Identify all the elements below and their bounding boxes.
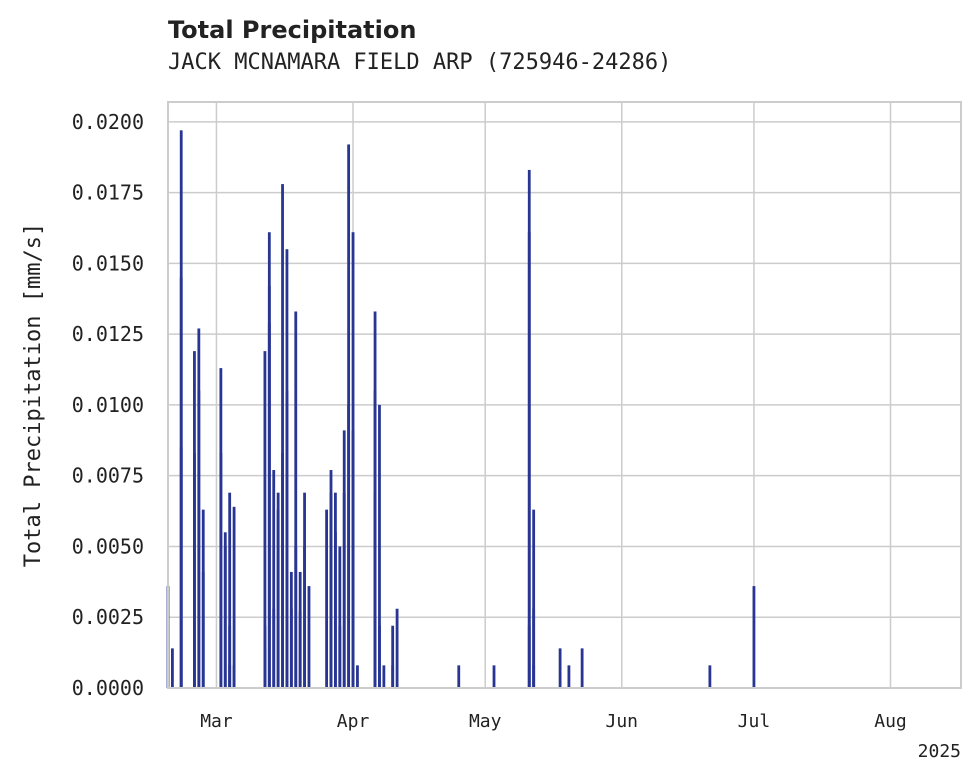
precip-bar — [391, 625, 395, 688]
precip-bar — [378, 625, 381, 688]
precip-bar — [193, 351, 196, 688]
precip-bar — [752, 586, 756, 688]
x-tick-label: Aug — [874, 711, 907, 732]
chart-title: Total Precipitation — [168, 16, 417, 44]
precip-bar — [307, 586, 311, 688]
y-tick-label: 0.0200 — [72, 110, 144, 134]
precip-bar — [298, 611, 302, 688]
precip-bar — [329, 470, 333, 688]
y-tick-label: 0.0075 — [72, 464, 144, 488]
precip-bar — [228, 665, 232, 688]
precip-bar — [373, 311, 377, 688]
precip-bar — [334, 492, 337, 688]
precip-bar — [303, 546, 306, 688]
x-tick-label: Jun — [606, 711, 639, 732]
y-axis-label: Total Precipitation [mm/s] — [21, 223, 46, 567]
precip-bar — [197, 328, 201, 688]
precip-bar — [708, 665, 712, 688]
precip-bar — [457, 665, 461, 688]
year-label: 2025 — [918, 741, 961, 762]
precip-bar — [378, 404, 381, 688]
precip-bar — [272, 470, 276, 688]
precip-bar — [351, 430, 355, 688]
precip-bar — [492, 665, 496, 688]
precip-bar — [272, 608, 276, 688]
precip-bar — [527, 169, 531, 689]
precip-bar — [171, 648, 174, 688]
precip-bar — [325, 509, 328, 688]
precip-bar — [276, 509, 280, 688]
y-tick-label: 0.0125 — [72, 322, 144, 346]
precip-bar — [228, 625, 232, 688]
precip-bar — [294, 311, 298, 688]
precip-bar — [532, 608, 536, 688]
y-tick-label: 0.0025 — [72, 605, 144, 629]
axis-ticks: 0.0000 0.0025 0.0050 0.0075 0.0100 0.0125 0.01… — [72, 110, 907, 732]
precip-bar — [219, 453, 223, 688]
plot-frame — [167, 101, 962, 689]
precip-bar — [532, 665, 536, 688]
precip-bar — [223, 532, 227, 688]
precip-bar — [267, 322, 271, 688]
precip-bar — [294, 546, 298, 688]
y-tick-label: 0.0175 — [72, 181, 144, 205]
bar-series — [166, 130, 756, 689]
precip-bar — [263, 351, 267, 688]
precip-bar — [289, 608, 293, 688]
precip-bar — [347, 144, 351, 689]
chart-subtitle: JACK MCNAMARA FIELD ARP (725946-24286) — [168, 50, 672, 75]
precip-bar — [567, 665, 571, 688]
precip-bar — [356, 665, 359, 688]
precip-bar — [395, 608, 399, 688]
x-tick-label: Jul — [738, 711, 771, 732]
precip-bar — [201, 571, 205, 688]
precip-bar — [532, 509, 536, 688]
precip-bar — [179, 447, 183, 688]
precip-bar — [342, 430, 346, 688]
precip-bar — [232, 665, 236, 688]
x-tick-label: Apr — [337, 711, 370, 732]
y-tick-label: 0.0150 — [72, 251, 144, 275]
precip-bar — [558, 648, 562, 688]
x-tick-label: May — [469, 711, 502, 732]
y-tick-label: 0.0100 — [72, 393, 144, 417]
precip-bar — [285, 249, 289, 688]
precip-bar — [580, 648, 584, 688]
precip-bar — [338, 546, 342, 688]
precip-bar — [228, 492, 232, 688]
x-tick-label: Mar — [200, 711, 233, 732]
precip-bar — [232, 506, 236, 688]
y-tick-label: 0.0050 — [72, 534, 144, 558]
precip-bar — [281, 184, 284, 688]
precip-bar — [382, 665, 386, 688]
y-tick-label: 0.0000 — [72, 676, 144, 700]
